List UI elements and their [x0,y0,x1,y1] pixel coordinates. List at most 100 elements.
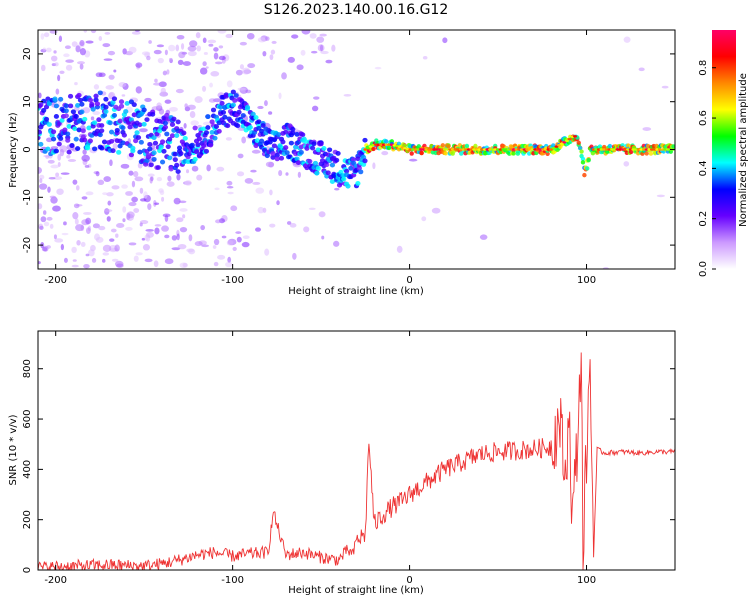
x-tick-label: -200 [44,275,67,286]
spectrogram-cell [226,180,233,186]
spectrogram-cell [76,240,81,246]
spectrogram-cell [321,146,327,151]
spectrogram-cell [315,147,321,153]
spectrogram-cell [76,127,82,133]
spectrogram-cell [140,198,147,202]
spectrogram-cell [193,149,200,155]
spectrogram-cell [171,116,177,122]
spectrogram-cell [307,159,313,164]
spectrogram-cell [64,45,71,50]
spectrogram-cell [118,81,127,88]
colorbar: 0.0 0.2 0.4 0.6 0.8 Normalized spectral ampl… [698,30,749,277]
spectrogram-cell [298,149,304,155]
spectrogram-cell [194,241,203,247]
spectrogram-cell [264,100,268,107]
spectrogram-cell [84,144,91,149]
spectrogram-cell [230,102,236,108]
spectrogram-cell [179,208,188,212]
spectrogram-cell [122,206,127,213]
spectrogram-cell [73,114,79,119]
spectrogram-cell [174,133,180,138]
spectrogram-cell [169,106,178,112]
y-tick-label: -20 [22,237,33,253]
spectrogram-cell [515,151,521,156]
spectrogram-cell [50,146,59,150]
spectrogram-cell [83,211,92,215]
x-tick-label: 100 [577,575,596,586]
x-tick-label: 0 [406,275,412,286]
spectrogram-cell [106,192,114,197]
spectrogram-cell [297,171,302,178]
spectrogram-cell [49,30,58,34]
spectrogram-cell [205,66,209,69]
spectrogram-cell [196,45,201,52]
colorbar-tick-label: 0.6 [698,110,709,126]
spectrogram-cell [54,238,64,243]
spectrogram-cell [202,121,212,126]
spectrogram-cell [43,116,50,122]
spectrogram-cell [72,126,78,132]
colorbar-tick-label: 0.0 [698,261,709,277]
spectrogram-cell [109,138,115,144]
spectrogram-cell [210,71,220,77]
spectrogram-cell [86,227,91,235]
x-tick-label: -100 [221,275,244,286]
spectrogram-cell [234,123,241,129]
spectrogram-cell [331,44,336,52]
spectrogram-cell [83,263,90,269]
snr-frame [37,330,676,571]
spectrogram-cell [257,206,265,214]
spectrogram-cell [209,119,215,125]
spectrogram-cell [188,248,196,255]
spectrogram-cell [189,111,196,119]
spectrogram-cell [75,224,84,232]
spectrogram-cell [384,139,389,144]
spectrogram-cell [274,152,280,158]
spectrogram-cell [372,162,376,170]
x-tick-label: -100 [221,575,244,586]
spectrogram-cell [159,139,166,145]
spectrogram-cell [41,246,48,252]
spectrogram-cell [196,174,203,181]
spectrogram-cell [213,238,220,246]
spectrogram-cell [176,233,180,241]
spectrogram-cell [111,185,120,190]
spectrogram-cell [125,226,133,231]
spectrogram-cell [182,214,186,219]
spectrogram-cell [274,156,280,162]
spectrogram-cell [50,164,59,169]
spectrogram-cell [107,200,112,206]
spectrogram-cell [255,227,262,232]
spectrogram-cell [77,97,84,103]
spectrogram-cell [128,202,137,207]
spectrogram-cell [216,128,222,134]
spectrogram-cell [294,156,300,162]
spectrogram-cell [362,158,368,164]
spectrogram-cell [70,109,76,115]
spectrogram-cell [102,244,112,252]
spectrogram-cell [85,217,92,225]
spectrogram-cell [240,113,246,118]
spectrogram-ridge-cell [562,141,567,144]
spectrogram-cell [152,140,159,146]
spectrogram-cell [55,172,60,177]
spectrogram-ridge-cell [565,139,570,143]
spectrogram-cell [38,166,43,174]
spectrogram-cell [97,90,103,96]
spectrogram-cell [157,148,163,154]
spectrogram-cell [103,104,109,110]
spectrogram-cell [265,36,270,41]
spectrogram-cell [309,33,317,39]
spectrogram-cell [105,85,115,90]
spectrogram-cell [175,44,180,52]
spectrogram-cell [233,93,239,98]
spectrogram-cell [313,96,320,100]
spectrogram-cell [164,49,168,56]
spectrogram-cell [69,143,75,149]
spectrogram-cell [54,62,59,67]
spectrogram-cell [270,151,276,156]
spectrogram-cell [109,159,113,167]
spectrogram-cell [208,142,214,148]
spectrogram-cell [227,256,232,263]
spectrogram-cell [551,143,556,148]
